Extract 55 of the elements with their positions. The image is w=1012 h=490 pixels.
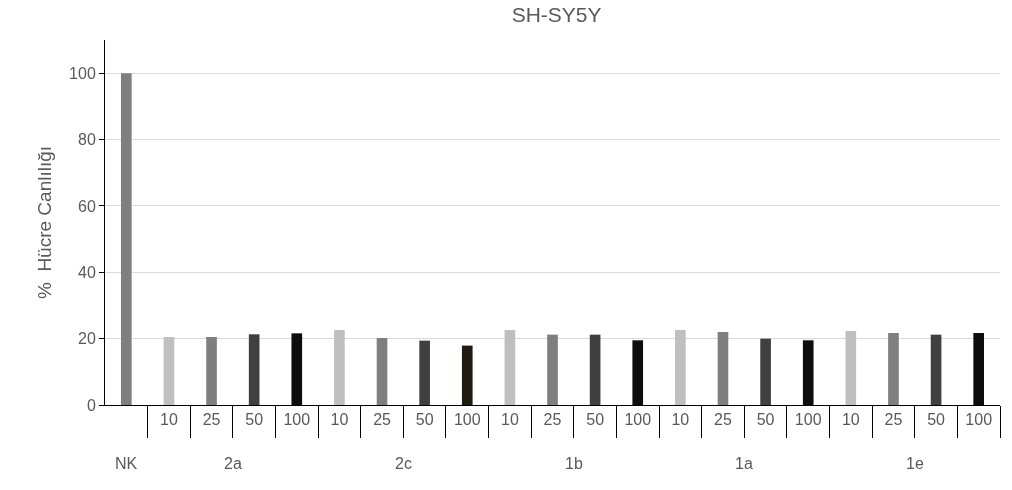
text: 1e [906,455,924,472]
bar [163,336,175,405]
x-tick-label: 25 [202,411,221,429]
x-tick-label: 100 [283,411,311,429]
x-tick-label: 10 [160,411,178,429]
x-tick-label: 100 [794,411,822,429]
y-tick-label: 60 [78,197,96,215]
y-tick-label: 20 [78,330,96,348]
text: 1b [565,455,583,472]
bar [589,334,601,405]
x-tick-label: 10 [671,411,690,429]
y-tick-label: 80 [78,131,96,149]
bar [930,334,942,405]
bar [802,340,814,405]
bar [760,338,771,405]
bar [334,330,345,405]
bar [717,332,729,405]
x-tick-label: 50 [586,411,605,429]
bar [547,334,558,405]
bar [675,330,686,405]
x-tick-label: 100 [624,411,652,429]
y-tick-label: 100 [69,64,96,82]
bar [973,333,985,405]
x-tick-label: 50 [245,411,264,429]
bar [419,340,430,405]
text: NK [115,455,138,472]
x-tick-label: 100 [965,411,993,429]
x-tick-label: 10 [841,411,860,429]
x-tick-label: 25 [884,411,903,429]
bar [888,333,899,405]
x-tick-label: 100 [453,411,481,429]
y-tick-label: 0 [86,396,96,414]
text: 1a [735,455,753,472]
x-tick-label: 25 [543,411,562,429]
bar [291,333,303,405]
bar [248,334,260,405]
x-tick-label: 10 [500,411,519,429]
x-tick-label: 25 [373,411,392,429]
bar [206,336,217,405]
x-tick-label: 50 [927,411,946,429]
y-tick-label: 40 [78,263,96,281]
bar [632,340,644,405]
bar [376,337,388,405]
y-axis-title: % Hücre Canlılığı [33,145,55,300]
x-tick-label: 10 [330,411,349,429]
text: 2a [224,455,242,472]
bar [845,331,857,405]
x-tick-label: 50 [415,411,434,429]
bar [120,73,132,405]
bar [504,330,516,405]
chart-title: SH-SY5Y [511,3,602,27]
text: 2c [395,455,412,472]
bar [461,345,473,405]
x-tick-label: 25 [714,411,732,429]
x-tick-label: 50 [756,411,775,429]
